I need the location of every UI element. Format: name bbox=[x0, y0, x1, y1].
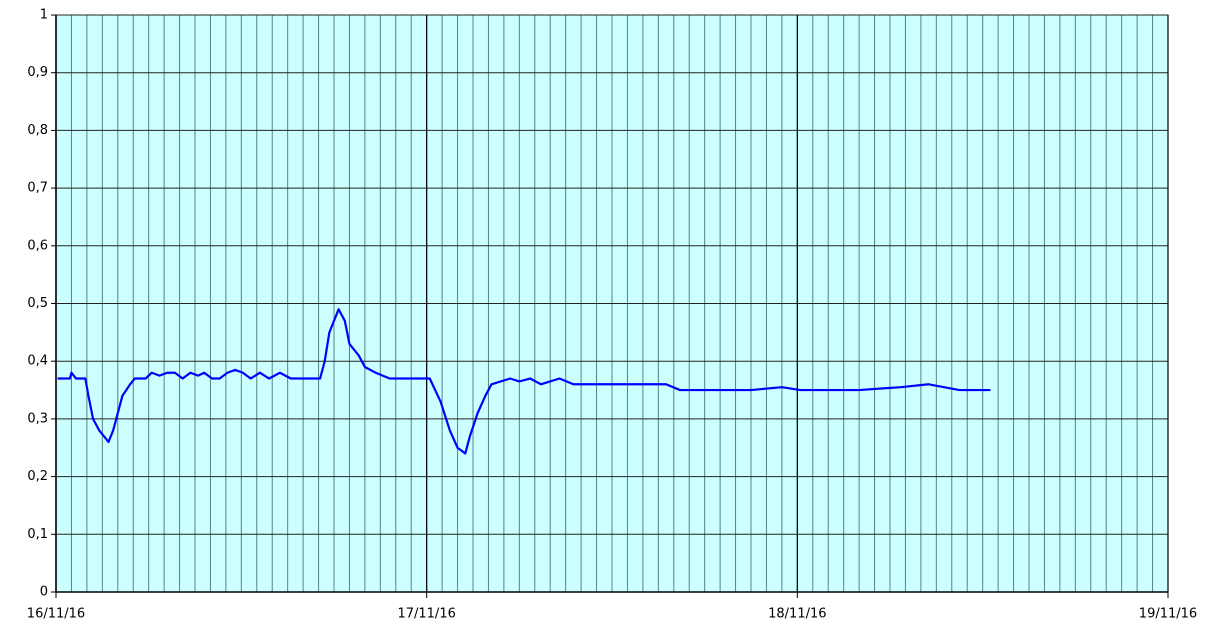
data-line bbox=[57, 308, 991, 455]
y-tick-label: 0,3 bbox=[27, 411, 48, 426]
y-tick-label: 0,2 bbox=[27, 469, 48, 484]
x-tick-label: 16/11/16 bbox=[27, 607, 85, 622]
y-tick-label: 0,4 bbox=[27, 354, 48, 369]
x-tick-label: 18/11/16 bbox=[768, 607, 826, 622]
y-tick-label: 0,8 bbox=[27, 123, 48, 138]
y-tick-label: 0,1 bbox=[27, 527, 48, 542]
y-tick-label: 0 bbox=[40, 585, 48, 600]
y-tick-label: 0,5 bbox=[27, 296, 48, 311]
y-tick-label: 0,6 bbox=[27, 238, 48, 253]
y-tick-label: 0,9 bbox=[27, 65, 48, 80]
x-tick-label: 19/11/16 bbox=[1139, 607, 1197, 622]
x-tick-label: 17/11/16 bbox=[397, 607, 455, 622]
y-tick-label: 1 bbox=[40, 8, 48, 23]
y-tick-label: 0,7 bbox=[27, 181, 48, 196]
